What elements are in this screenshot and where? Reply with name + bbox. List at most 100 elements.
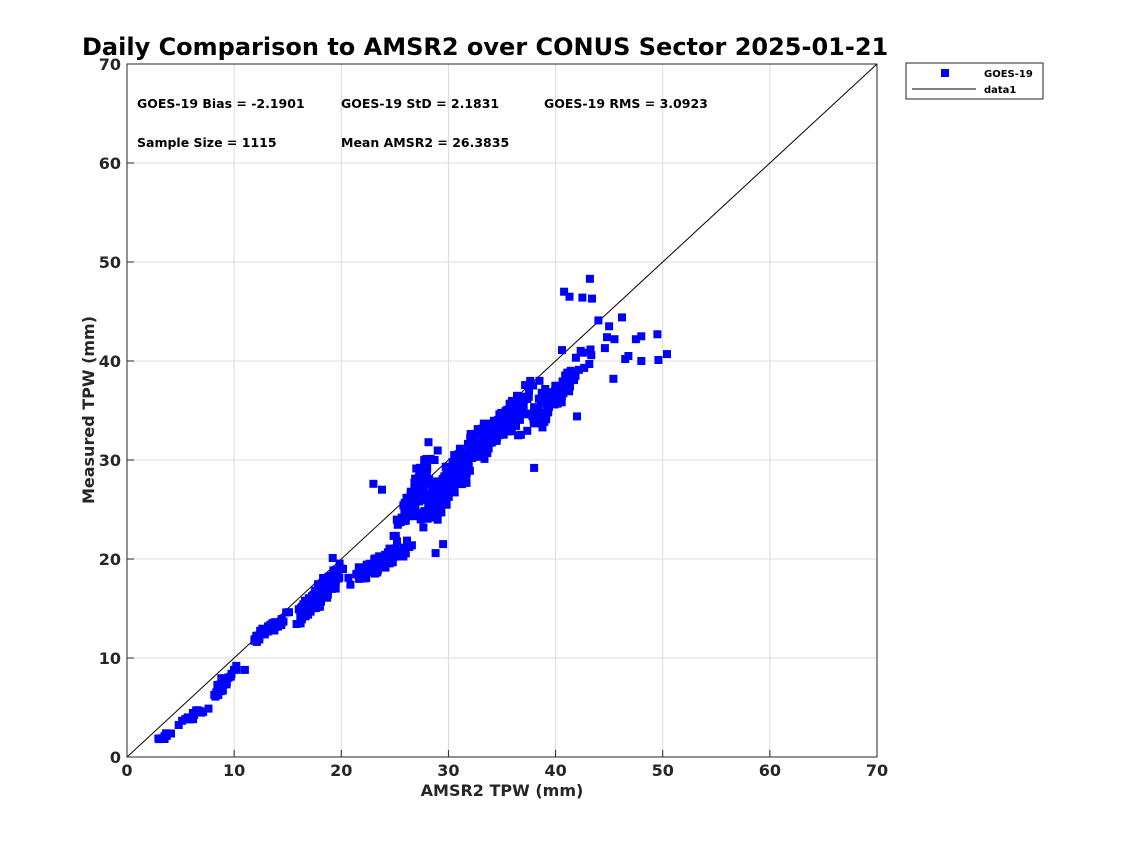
scatter-point xyxy=(507,420,516,429)
scatter-point xyxy=(403,543,412,551)
scatter-point xyxy=(457,459,466,468)
scatter-point xyxy=(479,419,488,428)
scatter-point xyxy=(437,508,446,517)
scatter-point xyxy=(184,714,193,723)
scatter-point xyxy=(441,462,450,471)
scatter-point xyxy=(475,425,484,434)
scatter-point xyxy=(499,430,508,439)
scatter-point xyxy=(466,434,475,443)
scatter-point xyxy=(530,403,539,412)
scatter-point xyxy=(603,333,611,342)
scatter-point xyxy=(578,293,587,302)
stat-bias: GOES-19 Bias = -2.1901 xyxy=(137,96,305,111)
scatter-point xyxy=(456,475,465,484)
x-tick-label: 30 xyxy=(437,761,459,780)
scatter-point xyxy=(439,496,448,505)
scatter-point xyxy=(419,523,428,532)
scatter-point xyxy=(565,292,574,301)
scatter-point xyxy=(260,630,269,639)
scatter-point xyxy=(624,352,633,360)
scatter-point xyxy=(552,391,561,400)
legend: GOES-19 data1 xyxy=(905,62,1044,100)
y-tick-label: 50 xyxy=(99,253,121,272)
scatter-point xyxy=(331,565,340,574)
y-tick-label: 30 xyxy=(99,451,121,470)
scatter-point xyxy=(431,549,440,558)
scatter-point xyxy=(558,346,566,355)
scatter-point xyxy=(389,531,398,540)
scatter-point xyxy=(318,592,326,601)
chart-title: Daily Comparison to AMSR2 over CONUS Sec… xyxy=(82,33,888,61)
scatter-point xyxy=(426,511,435,520)
scatter-point xyxy=(335,559,344,568)
scatter-point xyxy=(462,473,471,482)
scatter-point xyxy=(252,637,261,646)
scatter-point xyxy=(425,475,434,483)
scatter-point xyxy=(448,478,457,487)
x-tick-label: 0 xyxy=(121,761,132,780)
scatter-point xyxy=(344,573,353,582)
scatter-point xyxy=(178,716,187,725)
scatter-point xyxy=(494,426,503,435)
scatter-point xyxy=(378,560,387,569)
scatter-point xyxy=(499,424,508,433)
scatter-point xyxy=(494,415,503,424)
y-tick-label: 0 xyxy=(110,748,121,767)
scatter-point xyxy=(585,274,594,283)
scatter-point xyxy=(463,455,472,464)
scatter-point xyxy=(301,600,310,609)
scatter-point xyxy=(501,418,510,427)
scatter-point xyxy=(315,602,324,611)
scatter-point xyxy=(528,412,537,421)
scatter-point xyxy=(167,729,175,738)
scatter-point xyxy=(416,463,424,472)
scatter-point xyxy=(543,388,551,397)
x-tick-label: 10 xyxy=(223,761,245,780)
scatter-point xyxy=(446,464,455,473)
scatter-point xyxy=(424,438,433,447)
scatter-point xyxy=(387,558,396,567)
scatter-point xyxy=(327,574,336,583)
y-tick-label: 20 xyxy=(99,550,121,569)
scatter-point xyxy=(618,313,626,322)
scatter-point xyxy=(503,406,512,415)
scatter-point xyxy=(523,426,532,435)
scatter-point xyxy=(458,479,467,488)
x-tick-label: 20 xyxy=(330,761,352,780)
scatter-point xyxy=(264,622,273,631)
scatter-point xyxy=(385,544,394,553)
x-axis-label: AMSR2 TPW (mm) xyxy=(421,781,584,800)
scatter-point xyxy=(535,376,544,385)
scatter-point xyxy=(454,453,463,462)
scatter-point xyxy=(541,410,550,419)
scatter-point xyxy=(637,357,646,365)
scatter-point xyxy=(530,419,538,428)
scatter-point xyxy=(512,421,520,430)
x-tick-label: 60 xyxy=(759,761,781,780)
legend-label-goes19: GOES-19 xyxy=(984,69,1033,80)
scatter-point xyxy=(474,452,483,461)
scatter-point xyxy=(466,430,475,438)
scatter-point xyxy=(310,588,319,597)
scatter-point xyxy=(508,404,517,413)
stat-sample-size: Sample Size = 1115 xyxy=(137,135,277,150)
scatter-point xyxy=(480,454,489,463)
scatter-point xyxy=(637,332,646,341)
scatter-point xyxy=(471,448,480,457)
scatter-point xyxy=(373,564,382,573)
scatter-point xyxy=(296,619,305,628)
scatter-point xyxy=(530,463,539,472)
scatter-point xyxy=(232,661,241,670)
scatter-point xyxy=(605,322,614,331)
scatter-point xyxy=(325,580,334,589)
scatter-point xyxy=(571,353,580,362)
scatter-point xyxy=(420,456,429,465)
scatter-point xyxy=(663,350,671,359)
scatter-point xyxy=(158,734,167,743)
scatter-point xyxy=(566,366,575,375)
scatter-point xyxy=(497,408,506,417)
scatter-point xyxy=(413,496,422,505)
scatter-point xyxy=(433,446,442,455)
scatter-point xyxy=(424,497,433,506)
